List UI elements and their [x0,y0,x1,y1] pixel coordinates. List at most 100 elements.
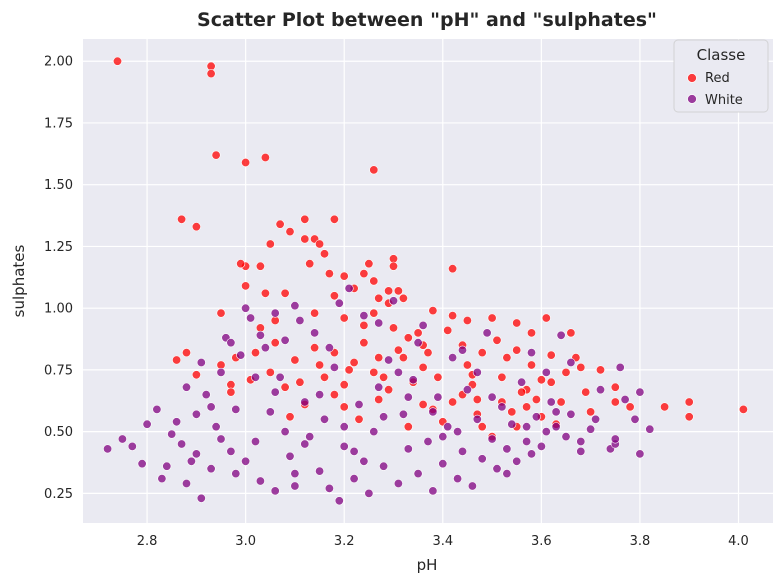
data-point-red [546,377,556,387]
data-point-red [339,380,349,390]
data-point-red [418,399,428,409]
y-tick-label: 1.25 [44,240,73,255]
data-point-white [265,407,275,417]
x-tick-labels: 2.8 3.0 3.2 3.4 3.6 3.8 4.0 [137,534,749,549]
data-point-white [369,427,379,437]
data-point-red [374,353,384,363]
data-point-white [127,441,137,451]
legend-marker-white [687,94,697,104]
data-point-white [315,390,325,400]
data-point-white [344,283,354,293]
data-point-white [595,385,605,395]
data-point-white [379,461,389,471]
data-point-white [472,414,482,424]
data-point-white [546,397,556,407]
data-point-red [462,360,472,370]
data-point-white [462,385,472,395]
data-point-red [113,56,123,66]
data-point-white [334,298,344,308]
data-point-white [472,367,482,377]
data-point-white [423,436,433,446]
data-point-white [566,357,576,367]
data-point-white [635,449,645,459]
data-point-white [270,387,280,397]
data-point-red [443,325,453,335]
data-point-white [457,446,467,456]
data-point-red [369,308,379,318]
data-point-red [310,308,320,318]
data-point-white [226,338,236,348]
data-point-red [536,375,546,385]
data-point-white [117,434,127,444]
data-point-white [428,486,438,496]
data-point-white [142,419,152,429]
data-point-red [172,355,182,365]
data-point-red [531,394,541,404]
data-point-white [541,367,551,377]
x-tick-label: 3.6 [531,534,552,549]
data-point-white [531,412,541,422]
data-point-white [339,441,349,451]
data-point-white [260,343,270,353]
data-point-red [472,394,482,404]
data-point-white [610,434,620,444]
data-point-red [191,222,201,232]
x-tick-label: 3.4 [432,534,453,549]
data-point-red [339,271,349,281]
data-point-white [635,387,645,397]
data-point-red [581,387,591,397]
y-tick-label: 1.75 [44,116,73,131]
data-point-red [255,261,265,271]
data-point-white [591,414,601,424]
data-point-red [374,394,384,404]
data-point-red [526,360,536,370]
data-point-white [236,350,246,360]
data-point-white [512,456,522,466]
data-point-white [275,372,285,382]
data-point-white [645,424,655,434]
data-point-red [502,353,512,363]
data-point-red [522,402,532,412]
data-point-red [315,239,325,249]
data-point-red [211,150,221,160]
data-point-white [393,478,403,488]
data-point-red [339,313,349,323]
data-point-red [487,313,497,323]
data-point-white [374,382,384,392]
data-point-white [522,436,532,446]
data-point-red [541,313,551,323]
data-point-white [162,461,172,471]
data-point-white [487,434,497,444]
data-point-red [576,362,586,372]
data-point-white [482,328,492,338]
data-point-white [561,432,571,442]
data-point-white [216,367,226,377]
data-point-red [359,320,369,330]
data-point-white [231,404,241,414]
data-point-white [315,466,325,476]
data-point-white [290,481,300,491]
data-point-red [305,259,315,269]
data-point-red [507,407,517,417]
data-point-white [295,315,305,325]
data-point-white [319,414,329,424]
data-point-white [374,318,384,328]
data-point-red [369,165,379,175]
legend-label-white: White [705,93,743,108]
data-point-white [280,335,290,345]
data-point-white [438,459,448,469]
data-point-white [349,474,359,484]
data-point-red [300,234,310,244]
data-point-white [182,478,192,488]
data-point-red [285,227,295,237]
data-point-red [448,397,458,407]
data-point-red [625,402,635,412]
data-point-red [684,412,694,422]
data-point-white [526,449,536,459]
data-point-white [418,320,428,330]
data-point-white [413,338,423,348]
data-point-white [354,399,364,409]
data-point-red [660,402,670,412]
data-point-white [403,392,413,402]
data-point-white [186,456,196,466]
